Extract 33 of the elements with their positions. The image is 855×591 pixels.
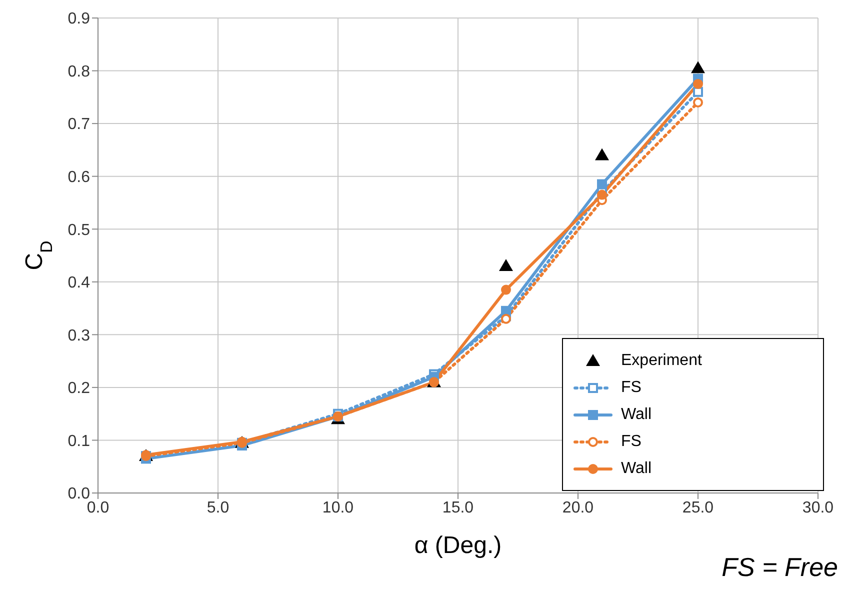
point <box>501 306 511 316</box>
x-axis-title: α (Deg.) <box>414 532 502 559</box>
point <box>693 86 703 97</box>
y-tick-label: 0.3 <box>68 327 90 344</box>
point <box>501 314 511 324</box>
legend-label: Wall <box>621 405 652 425</box>
x-tick-label: 30.0 <box>802 499 834 516</box>
y-tick-label: 0.8 <box>68 63 90 80</box>
point <box>597 179 607 190</box>
point <box>595 148 609 160</box>
legend-label: Wall <box>621 459 652 479</box>
x-tick-label: 5.0 <box>206 499 230 516</box>
text: FS = Free <box>722 552 838 583</box>
legend-label: FS <box>621 378 642 398</box>
x-tick-label: 25.0 <box>682 499 714 516</box>
point <box>501 284 511 295</box>
y-tick-label: 0.5 <box>68 222 90 239</box>
point <box>693 97 703 108</box>
x-tick-label: 15.0 <box>442 499 474 516</box>
x-tick-label: 10.0 <box>322 499 354 516</box>
y-tick-label: 0.6 <box>68 169 90 186</box>
y-tick-label: 0.9 <box>68 10 90 28</box>
point <box>693 78 703 89</box>
y-tick-label: 0.7 <box>68 116 90 134</box>
point <box>691 61 705 74</box>
legend-label: Experiment <box>621 351 702 371</box>
legend-label: FS <box>621 432 642 452</box>
y-tick-label: 0.1 <box>68 432 90 450</box>
x-tick-label: 20.0 <box>562 499 594 516</box>
point <box>499 259 513 272</box>
y-tick-label: 0.2 <box>68 380 90 398</box>
point <box>597 190 607 200</box>
y-tick-label: 0.4 <box>68 274 90 292</box>
